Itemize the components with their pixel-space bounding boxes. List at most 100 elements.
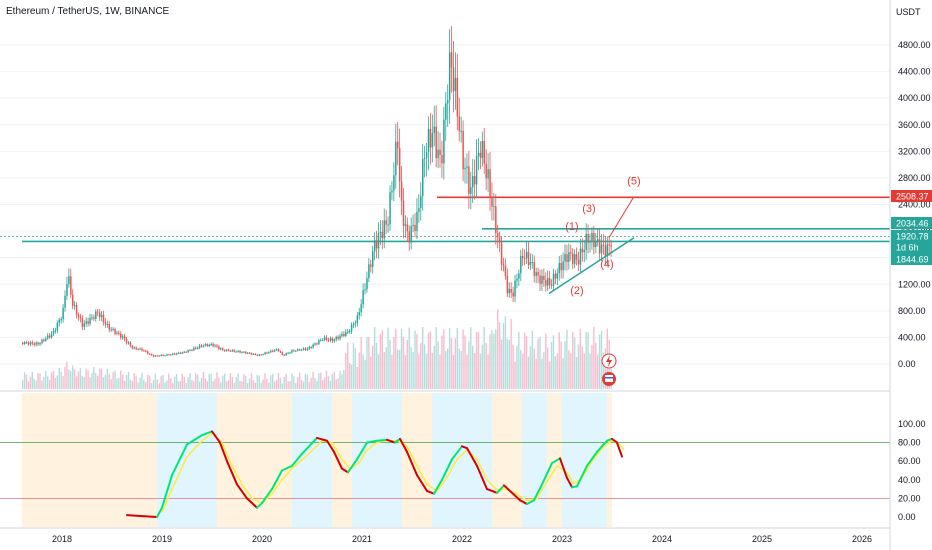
volume-bar xyxy=(285,373,287,389)
volume-bar xyxy=(595,342,597,389)
volume-bar xyxy=(235,376,237,389)
volume-bar xyxy=(198,381,201,389)
candle-body xyxy=(558,263,561,274)
volume-bar xyxy=(64,366,66,389)
volume-bar xyxy=(66,361,68,389)
candle-body xyxy=(552,273,555,286)
candle-body xyxy=(606,244,609,256)
volume-bar xyxy=(439,354,441,389)
volume-bar xyxy=(573,337,576,389)
candle-body xyxy=(593,232,595,248)
volume-bar xyxy=(185,382,187,389)
volume-bar xyxy=(147,374,149,389)
candle-body xyxy=(337,336,339,339)
volume-bar xyxy=(333,371,335,389)
volume-bar xyxy=(423,344,426,389)
candle-body xyxy=(458,116,461,132)
candle-body xyxy=(72,294,74,306)
volume-bar xyxy=(93,367,95,389)
volume-bar xyxy=(106,368,109,389)
stoch-k-segment xyxy=(301,436,318,455)
candle-body xyxy=(208,344,211,347)
volume-bar xyxy=(491,330,493,389)
candle-body xyxy=(410,225,412,243)
candle-body xyxy=(147,351,149,354)
candle-body xyxy=(83,323,86,327)
volume-bar xyxy=(373,327,376,389)
volume-bar xyxy=(239,380,241,389)
volume-bar xyxy=(437,341,439,389)
volume-bar xyxy=(560,341,562,389)
candle-body xyxy=(31,342,34,344)
volume-bar xyxy=(425,353,428,389)
stoch-k-segment xyxy=(246,497,258,509)
wave-label-2: (3) xyxy=(582,203,595,215)
volume-bar xyxy=(202,371,205,389)
volume-bar xyxy=(575,357,578,389)
candle-body xyxy=(262,354,264,356)
volume-bar xyxy=(323,377,326,389)
stoch-k-segment xyxy=(291,452,303,467)
volume-bar xyxy=(268,382,270,389)
stoch-tick-label-4: 20.00 xyxy=(898,493,921,503)
volume-bar xyxy=(602,352,605,389)
candle-body xyxy=(572,253,574,264)
candle-body xyxy=(581,248,584,253)
time-tick-label-7: 2025 xyxy=(752,534,772,544)
time-tick-label-2: 2020 xyxy=(252,534,272,544)
lightning-icon[interactable] xyxy=(601,353,617,369)
candle-body xyxy=(504,266,507,277)
volume-bar xyxy=(248,378,251,389)
candle-body xyxy=(510,288,512,293)
candle-body xyxy=(304,348,307,350)
volume-bar xyxy=(114,370,116,389)
candle-body xyxy=(283,354,286,356)
volume-bar xyxy=(329,380,332,389)
candle-body xyxy=(493,206,495,208)
candle-body xyxy=(306,348,309,350)
volume-bar xyxy=(481,344,484,389)
stoch-k-segment xyxy=(211,430,221,444)
candle-body xyxy=(110,329,112,331)
candle-body xyxy=(341,334,343,336)
volume-bar xyxy=(514,361,516,389)
candle-body xyxy=(143,350,145,352)
volume-bar xyxy=(493,333,495,389)
candle-body xyxy=(445,103,447,120)
volume-bar xyxy=(293,376,295,389)
flag-icon[interactable] xyxy=(602,372,616,386)
volume-bar xyxy=(472,345,474,389)
candle-body xyxy=(456,77,459,117)
volume-bar xyxy=(447,348,449,389)
candle-body xyxy=(98,312,101,318)
volume-bar xyxy=(364,359,366,389)
candle-body xyxy=(152,355,155,357)
volume-bar xyxy=(298,372,301,389)
candle-body xyxy=(500,242,503,265)
volume-bar xyxy=(277,372,280,389)
volume-bar xyxy=(56,375,59,389)
candle-body xyxy=(329,338,332,341)
stoch-k-segment xyxy=(201,430,213,437)
price-tag-text-4: 1844.69 xyxy=(896,255,929,265)
candle-body xyxy=(531,261,534,263)
volume-bar xyxy=(393,336,395,389)
wave-labels: (1) (2) (3) (4) (5) xyxy=(565,176,640,298)
stoch-k-segment xyxy=(596,439,608,453)
candle-body xyxy=(162,355,164,357)
price-axis: 4800.00 4400.00 4000.00 3600.00 3200.00 2800.… xyxy=(898,40,931,369)
candle-body xyxy=(354,322,357,324)
stoch-k-segment xyxy=(586,450,598,467)
volume-bar xyxy=(398,349,401,389)
stoch-k-segment xyxy=(466,447,478,467)
volume-bar xyxy=(73,369,76,389)
stoch-k-segment xyxy=(559,457,568,479)
candle-body xyxy=(222,348,224,350)
candle-body xyxy=(254,353,257,355)
candle-body xyxy=(177,352,180,354)
volume-bar xyxy=(550,342,553,389)
volume-bar xyxy=(345,353,347,389)
candle-body xyxy=(587,233,589,243)
